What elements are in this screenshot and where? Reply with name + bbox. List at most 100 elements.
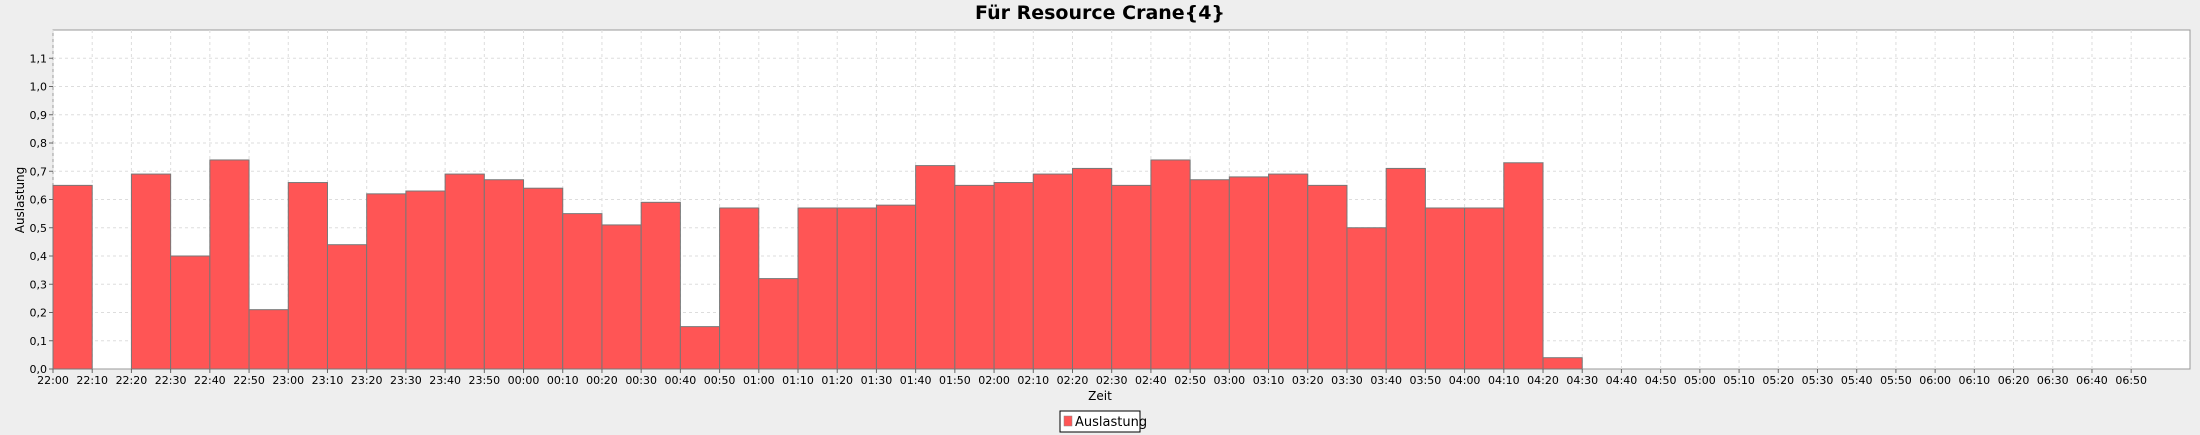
bar bbox=[523, 187, 564, 370]
bar bbox=[1307, 184, 1348, 370]
x-tick-label: 00:30 bbox=[625, 374, 657, 387]
x-tick-label: 03:00 bbox=[1213, 374, 1245, 387]
x-tick-label: 00:50 bbox=[704, 374, 736, 387]
x-tick-label: 06:10 bbox=[1958, 374, 1990, 387]
y-axis: 0,0 0,1 0,2 0,3 0,4 0,5 0,6 0,7 0,8 0,9 1,0 1,1 bbox=[30, 52, 53, 376]
x-tick-label: 23:20 bbox=[351, 374, 383, 387]
x-tick-label: 01:00 bbox=[743, 374, 775, 387]
bar bbox=[209, 159, 250, 370]
bar bbox=[836, 207, 877, 370]
x-tick-label: 05:50 bbox=[1880, 374, 1912, 387]
y-tick-label: 0,9 bbox=[30, 109, 48, 122]
legend-entry-auslastung: Auslastung bbox=[1075, 415, 1147, 430]
y-axis-label: Auslastung bbox=[13, 167, 27, 234]
y-tick-label: 0,5 bbox=[30, 222, 48, 235]
bar bbox=[483, 179, 525, 370]
bar bbox=[758, 278, 799, 370]
x-tick-label: 03:10 bbox=[1253, 374, 1285, 387]
x-tick-label: 02:50 bbox=[1174, 374, 1206, 387]
x-tick-label: 22:20 bbox=[116, 374, 148, 387]
x-tick-label: 04:50 bbox=[1645, 374, 1677, 387]
bar bbox=[562, 213, 603, 370]
x-tick-label: 02:30 bbox=[1096, 374, 1128, 387]
x-axis-label: Zeit bbox=[1088, 389, 1112, 403]
bar bbox=[366, 193, 407, 370]
y-tick-label: 0,4 bbox=[30, 250, 48, 263]
x-tick-label: 23:00 bbox=[272, 374, 304, 387]
bar bbox=[640, 201, 681, 370]
x-tick-label: 22:50 bbox=[233, 374, 265, 387]
bar bbox=[248, 309, 289, 370]
x-tick-label: 22:10 bbox=[76, 374, 108, 387]
x-tick-label: 01:10 bbox=[782, 374, 814, 387]
x-tick-label: 05:30 bbox=[1802, 374, 1834, 387]
bar bbox=[719, 207, 760, 370]
bar bbox=[444, 173, 485, 370]
bar bbox=[1189, 179, 1230, 370]
x-tick-label: 03:40 bbox=[1370, 374, 1402, 387]
bar bbox=[1464, 207, 1505, 370]
x-tick-label: 00:40 bbox=[665, 374, 697, 387]
bar bbox=[915, 165, 956, 370]
x-tick-label: 03:50 bbox=[1410, 374, 1442, 387]
x-tick-label: 06:20 bbox=[1998, 374, 2030, 387]
x-tick-label: 02:10 bbox=[1017, 374, 1049, 387]
x-tick-label: 06:40 bbox=[2076, 374, 2108, 387]
x-tick-label: 01:50 bbox=[939, 374, 971, 387]
x-tick-label: 22:40 bbox=[194, 374, 226, 387]
bar bbox=[1150, 159, 1191, 370]
y-tick-label: 0,1 bbox=[30, 335, 48, 348]
bar bbox=[954, 184, 995, 370]
bar bbox=[1268, 173, 1309, 370]
x-tick-label: 06:30 bbox=[2037, 374, 2069, 387]
x-tick-label: 05:20 bbox=[1762, 374, 1794, 387]
bar bbox=[287, 182, 328, 370]
bar bbox=[601, 224, 642, 370]
x-tick-label: 03:20 bbox=[1292, 374, 1324, 387]
y-tick-label: 0,2 bbox=[30, 307, 48, 320]
x-tick-label: 00:20 bbox=[586, 374, 618, 387]
x-tick-label: 03:30 bbox=[1331, 374, 1363, 387]
x-tick-label: 23:50 bbox=[468, 374, 500, 387]
y-tick-label: 1,1 bbox=[30, 52, 48, 65]
x-tick-label: 05:40 bbox=[1841, 374, 1873, 387]
y-tick-label: 1,0 bbox=[30, 81, 48, 94]
bar bbox=[326, 244, 368, 370]
x-tick-label: 06:00 bbox=[1919, 374, 1951, 387]
x-tick-label: 02:40 bbox=[1135, 374, 1167, 387]
y-tick-label: 0,3 bbox=[30, 278, 48, 291]
x-tick-label: 04:40 bbox=[1606, 374, 1638, 387]
bar bbox=[1071, 167, 1113, 370]
legend-box bbox=[1059, 410, 1141, 433]
x-tick-label: 01:30 bbox=[861, 374, 893, 387]
x-tick-label: 04:10 bbox=[1488, 374, 1520, 387]
x-tick-label: 06:50 bbox=[2115, 374, 2147, 387]
x-tick-label: 05:00 bbox=[1684, 374, 1716, 387]
bar bbox=[1111, 184, 1152, 370]
x-tick-label: 22:00 bbox=[37, 374, 69, 387]
y-tick-label: 0,8 bbox=[30, 137, 48, 150]
bar bbox=[405, 190, 446, 370]
chart-title: Für Resource Crane{4} bbox=[975, 2, 1225, 24]
x-tick-label: 01:40 bbox=[900, 374, 932, 387]
bar bbox=[993, 182, 1034, 370]
bar bbox=[1503, 162, 1544, 370]
x-tick-label: 05:10 bbox=[1723, 374, 1755, 387]
y-tick-label: 0,6 bbox=[30, 194, 48, 207]
x-tick-label: 00:00 bbox=[508, 374, 540, 387]
x-axis: 22:00 22:10 22:20 22:30 22:40 22:50 23:00 23:10… bbox=[37, 369, 2147, 387]
y-tick-label: 0,7 bbox=[30, 165, 48, 178]
legend-swatch bbox=[1063, 415, 1073, 427]
bar bbox=[130, 173, 172, 370]
x-tick-label: 23:30 bbox=[390, 374, 422, 387]
x-tick-label: 04:30 bbox=[1566, 374, 1598, 387]
bar bbox=[170, 255, 211, 370]
bar bbox=[1228, 176, 1270, 370]
bar bbox=[1424, 207, 1466, 370]
x-tick-label: 02:20 bbox=[1057, 374, 1089, 387]
x-tick-label: 23:40 bbox=[429, 374, 461, 387]
bars bbox=[52, 159, 1583, 370]
x-tick-label: 00:10 bbox=[547, 374, 579, 387]
x-tick-label: 04:00 bbox=[1449, 374, 1481, 387]
